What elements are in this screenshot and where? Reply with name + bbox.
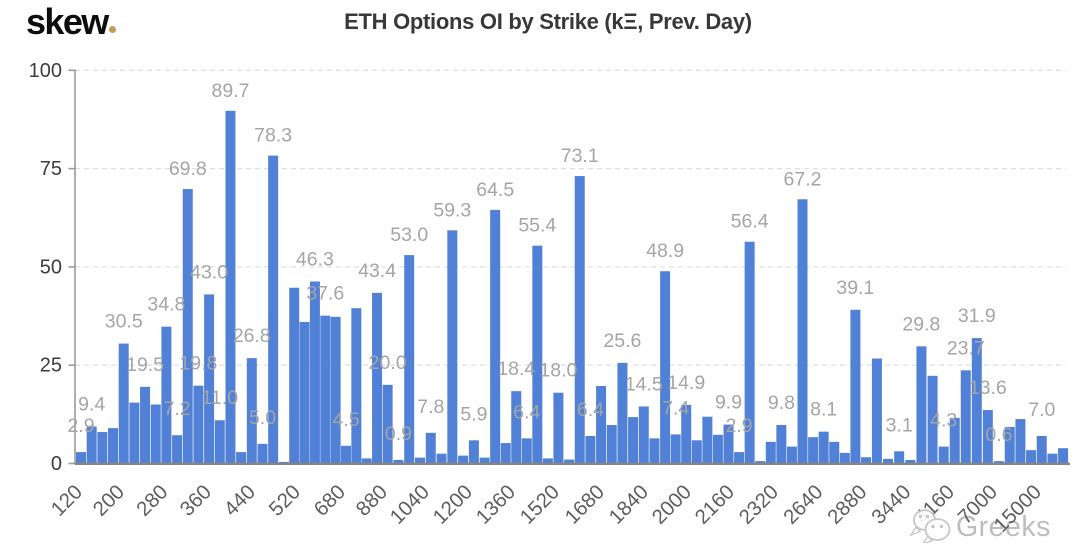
svg-text:5.0: 5.0	[249, 407, 276, 429]
svg-text:880: 880	[352, 480, 392, 520]
svg-text:9.9: 9.9	[715, 392, 742, 414]
svg-text:23.7: 23.7	[947, 337, 985, 359]
svg-text:0.6: 0.6	[985, 424, 1012, 446]
svg-text:440: 440	[220, 480, 260, 520]
svg-text:19.8: 19.8	[179, 353, 217, 375]
svg-text:680: 680	[310, 480, 350, 520]
svg-text:200: 200	[89, 480, 129, 520]
svg-text:2320: 2320	[735, 480, 784, 529]
svg-text:11.0: 11.0	[202, 387, 239, 409]
svg-text:3.1: 3.1	[886, 414, 913, 436]
svg-text:19.5: 19.5	[126, 354, 164, 376]
svg-text:120: 120	[47, 480, 87, 520]
svg-text:48.9: 48.9	[646, 240, 684, 262]
svg-text:29.8: 29.8	[902, 313, 940, 335]
svg-text:3440: 3440	[867, 480, 916, 529]
svg-text:1520: 1520	[516, 480, 565, 529]
svg-text:50: 50	[40, 256, 62, 278]
svg-text:43.0: 43.0	[190, 261, 228, 283]
svg-text:2000: 2000	[648, 480, 697, 529]
svg-text:1200: 1200	[429, 480, 478, 529]
svg-text:37.6: 37.6	[306, 283, 344, 305]
svg-text:7.0: 7.0	[1028, 399, 1055, 421]
svg-text:9.8: 9.8	[768, 392, 795, 414]
svg-text:56.4: 56.4	[731, 211, 769, 233]
svg-text:1680: 1680	[561, 480, 610, 529]
svg-text:360: 360	[176, 480, 216, 520]
svg-text:100: 100	[29, 60, 62, 82]
svg-text:520: 520	[265, 480, 305, 520]
svg-text:14.5: 14.5	[625, 374, 663, 396]
svg-text:89.7: 89.7	[212, 80, 250, 102]
svg-text:69.8: 69.8	[169, 158, 207, 180]
svg-text:75: 75	[40, 158, 62, 180]
svg-text:13.6: 13.6	[969, 377, 1007, 399]
svg-text:53.0: 53.0	[390, 224, 428, 246]
svg-text:2160: 2160	[691, 480, 740, 529]
svg-text:39.1: 39.1	[836, 277, 874, 299]
svg-text:18.4: 18.4	[497, 358, 535, 380]
svg-text:6.4: 6.4	[513, 401, 540, 423]
svg-text:30.5: 30.5	[105, 311, 143, 333]
svg-text:25: 25	[40, 355, 62, 377]
svg-text:Greeks: Greeks	[956, 511, 1051, 543]
svg-text:2.9: 2.9	[726, 415, 753, 437]
svg-text:0: 0	[51, 453, 62, 475]
svg-text:73.1: 73.1	[561, 145, 599, 167]
svg-text:1360: 1360	[472, 480, 521, 529]
svg-text:25.6: 25.6	[603, 330, 641, 352]
svg-text:67.2: 67.2	[784, 168, 822, 190]
svg-text:14.9: 14.9	[667, 372, 705, 394]
svg-text:18.0: 18.0	[539, 360, 577, 382]
svg-text:59.3: 59.3	[433, 199, 471, 221]
svg-text:2.9: 2.9	[67, 415, 94, 437]
svg-text:20.0: 20.0	[369, 352, 407, 374]
svg-text:78.3: 78.3	[254, 125, 292, 147]
svg-text:4.5: 4.5	[332, 409, 359, 431]
svg-text:55.4: 55.4	[518, 215, 556, 237]
svg-text:280: 280	[132, 480, 172, 520]
svg-text:9.4: 9.4	[78, 394, 105, 416]
svg-text:31.9: 31.9	[958, 305, 996, 327]
svg-text:26.8: 26.8	[233, 325, 271, 347]
svg-text:8.1: 8.1	[810, 399, 837, 421]
svg-text:64.5: 64.5	[476, 179, 514, 201]
svg-text:7.4: 7.4	[662, 397, 689, 419]
svg-text:7.2: 7.2	[164, 398, 191, 420]
svg-text:2640: 2640	[779, 480, 828, 529]
svg-text:6.4: 6.4	[577, 399, 604, 421]
svg-text:7.8: 7.8	[417, 396, 444, 418]
svg-text:4.3: 4.3	[930, 410, 957, 432]
svg-text:43.4: 43.4	[358, 260, 396, 282]
svg-text:5.9: 5.9	[460, 403, 487, 425]
svg-text:34.8: 34.8	[147, 294, 185, 316]
svg-text:1840: 1840	[605, 480, 654, 529]
svg-text:0.9: 0.9	[385, 423, 412, 445]
svg-text:46.3: 46.3	[296, 248, 334, 270]
svg-text:1040: 1040	[386, 480, 435, 529]
svg-text:2880: 2880	[823, 480, 872, 529]
